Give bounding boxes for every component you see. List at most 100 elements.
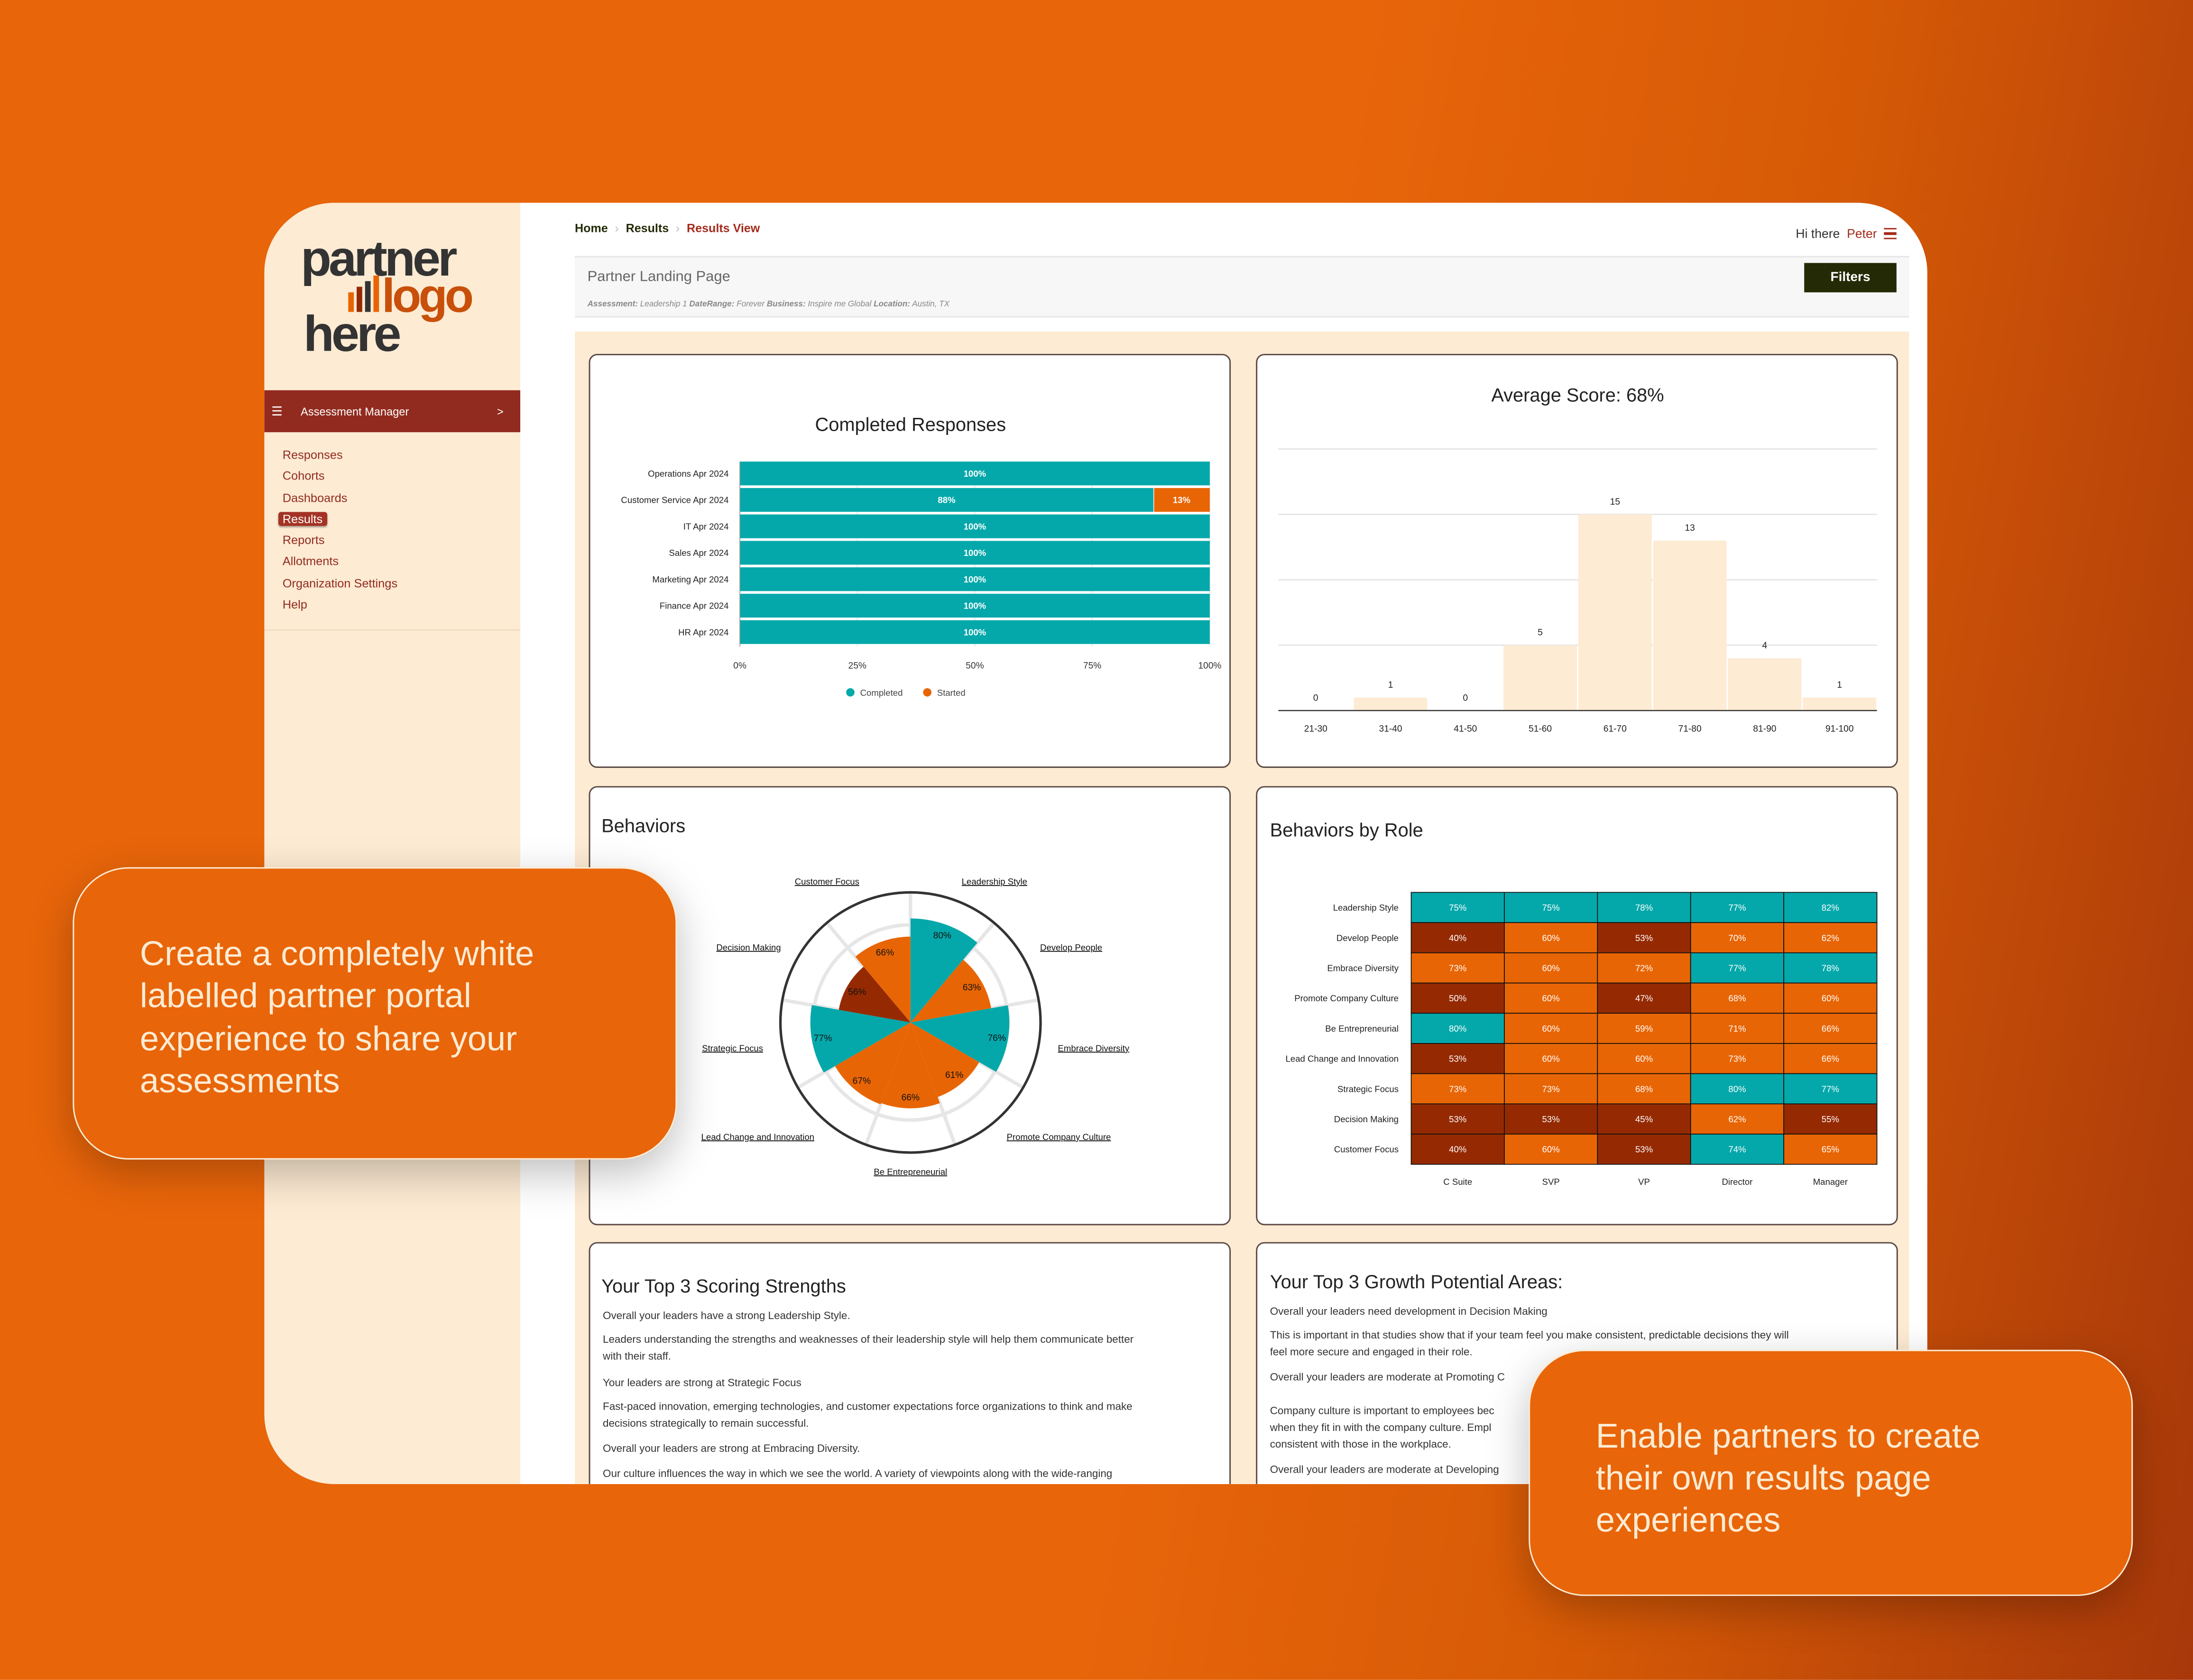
sidebar-item-responses[interactable]: Responses [264, 445, 520, 466]
bar-value-label: 88% [938, 495, 956, 505]
sidebar-item-label: Reports [282, 533, 325, 547]
cell-value-label: 66% [1822, 1054, 1839, 1064]
sidebar-item-cohorts[interactable]: Cohorts [264, 466, 520, 488]
x-tick-label: 81-90 [1753, 724, 1776, 734]
wedge-value-label: 76% [988, 1034, 1006, 1043]
callout-line: experiences [1595, 1502, 1781, 1540]
heatmap-cell [1690, 1073, 1785, 1105]
heatmap-cell [1504, 922, 1598, 953]
paragraph-line: consistent with those in the workplace. [1270, 1438, 1451, 1451]
cell-value-label: 45% [1635, 1114, 1653, 1124]
bar-completed [740, 567, 1210, 591]
column-label: Director [1722, 1177, 1752, 1187]
x-tick-label: 25% [848, 661, 866, 671]
cell-value-label: 65% [1822, 1145, 1839, 1154]
wedge-value-label: 77% [814, 1034, 832, 1043]
sidebar-menu: Responses Cohorts Dashboards Results Reports… [264, 445, 520, 616]
x-tick-label: 91-100 [1825, 724, 1854, 734]
grid-spoke [910, 998, 1039, 1025]
breadcrumb-separator: › [675, 221, 680, 235]
list-icon: ☰ [271, 403, 283, 418]
sidebar-item-reports[interactable]: Reports [264, 530, 520, 552]
axis-label: Lead Change and Innovation [701, 1132, 814, 1142]
cell-value-label: 73% [1449, 963, 1466, 973]
paragraph-line: Your leaders are strong at Strategic Foc… [603, 1376, 802, 1389]
callout-line: their own results page [1595, 1460, 1931, 1498]
sidebar-item-allotments[interactable]: Allotments [264, 552, 520, 573]
outer-ring [779, 891, 1042, 1154]
x-tick-label: 0% [733, 661, 746, 671]
cell-value-label: 73% [1449, 1084, 1466, 1094]
histogram-bar [1578, 514, 1652, 711]
polar-wedge [910, 918, 977, 1023]
sidebar-item-dashboards[interactable]: Dashboards [264, 488, 520, 509]
chevron-right-icon: > [497, 405, 504, 418]
bar-value-label: 100% [964, 548, 986, 558]
breadcrumb-results[interactable]: Results [626, 221, 669, 235]
x-tick-label: 71-80 [1678, 724, 1702, 734]
heatmap-cell [1410, 1134, 1505, 1165]
sidebar-item-label: Results [278, 512, 327, 526]
bar-completed [740, 488, 1153, 512]
cell-value-label: 60% [1542, 993, 1560, 1003]
heatmap-cell [1504, 952, 1598, 984]
polar-wedge [810, 1005, 911, 1073]
sidebar-item-label: Help [282, 597, 307, 611]
filters-button[interactable]: Filters [1804, 263, 1897, 293]
sidebar-item-results[interactable]: Results [264, 509, 520, 530]
sidebar-item-organization-settings[interactable]: Organization Settings [264, 573, 520, 594]
heatmap-cell [1410, 952, 1505, 984]
heatmap-cell [1410, 1103, 1505, 1135]
sidebar-item-label: Allotments [282, 554, 339, 569]
cell-value-label: 53% [1542, 1114, 1560, 1124]
callout-line: labelled partner portal [139, 978, 471, 1015]
sidebar-divider [264, 629, 521, 631]
svg-text:logo: logo [382, 269, 472, 323]
heatmap-cell [1783, 922, 1878, 953]
category-label: HR Apr 2024 [678, 627, 728, 637]
cell-value-label: 53% [1635, 933, 1653, 943]
legend-label: Completed [860, 688, 903, 698]
x-tick-label: 61-70 [1603, 724, 1627, 734]
cell-value-label: 71% [1728, 1024, 1746, 1034]
x-tick-label: 51-60 [1529, 724, 1552, 734]
grid-spoke [797, 1021, 912, 1089]
cell-value-label: 82% [1822, 903, 1839, 913]
meta-value: Austin, TX [910, 301, 950, 309]
bar-value-label: 0 [1463, 693, 1468, 703]
bar-value-label: 100% [964, 521, 986, 531]
axis-label: Leadership Style [962, 877, 1027, 886]
sidebar-item-help[interactable]: Help [264, 595, 520, 616]
page-title: Partner Landing Page [587, 268, 730, 286]
user-name[interactable]: Peter [1847, 226, 1877, 241]
row-label: Leadership Style [1333, 903, 1399, 913]
bar-value-label: 100% [964, 601, 986, 611]
behaviors-title: Behaviors [601, 815, 686, 837]
wedge-value-label: 56% [848, 988, 866, 997]
heatmap-cell [1783, 952, 1878, 984]
row-label: Strategic Focus [1337, 1084, 1399, 1094]
polar-wedge [881, 1022, 940, 1108]
wedge-value-label: 80% [933, 931, 951, 941]
sidebar: partner logo here ☰ Assessment Manager >… [264, 203, 521, 1484]
heatmap-cell [1410, 982, 1505, 1014]
bar-value-label: 1 [1837, 680, 1842, 690]
heatmap-cell [1690, 1103, 1785, 1135]
histogram-bar [1354, 697, 1428, 711]
cell-value-label: 77% [1822, 1084, 1839, 1094]
assessment-manager-section[interactable]: ☰ Assessment Manager > [264, 390, 521, 433]
paragraph-line: This is important in that studies show t… [1270, 1329, 1789, 1342]
chart-title: Completed Responses [815, 414, 1006, 435]
heatmap-cell [1783, 1134, 1878, 1165]
meta-key: Location: [874, 301, 911, 309]
cell-value-label: 74% [1728, 1145, 1746, 1154]
column-label: Manager [1813, 1177, 1848, 1187]
bar-completed [740, 620, 1210, 644]
hamburger-icon[interactable] [1884, 227, 1897, 240]
bar-value-label: 0 [1313, 693, 1318, 703]
breadcrumb-home[interactable]: Home [575, 221, 608, 235]
cell-value-label: 62% [1822, 933, 1839, 943]
chart-title: Average Score: 68% [1491, 385, 1664, 406]
cell-value-label: 75% [1542, 903, 1560, 913]
